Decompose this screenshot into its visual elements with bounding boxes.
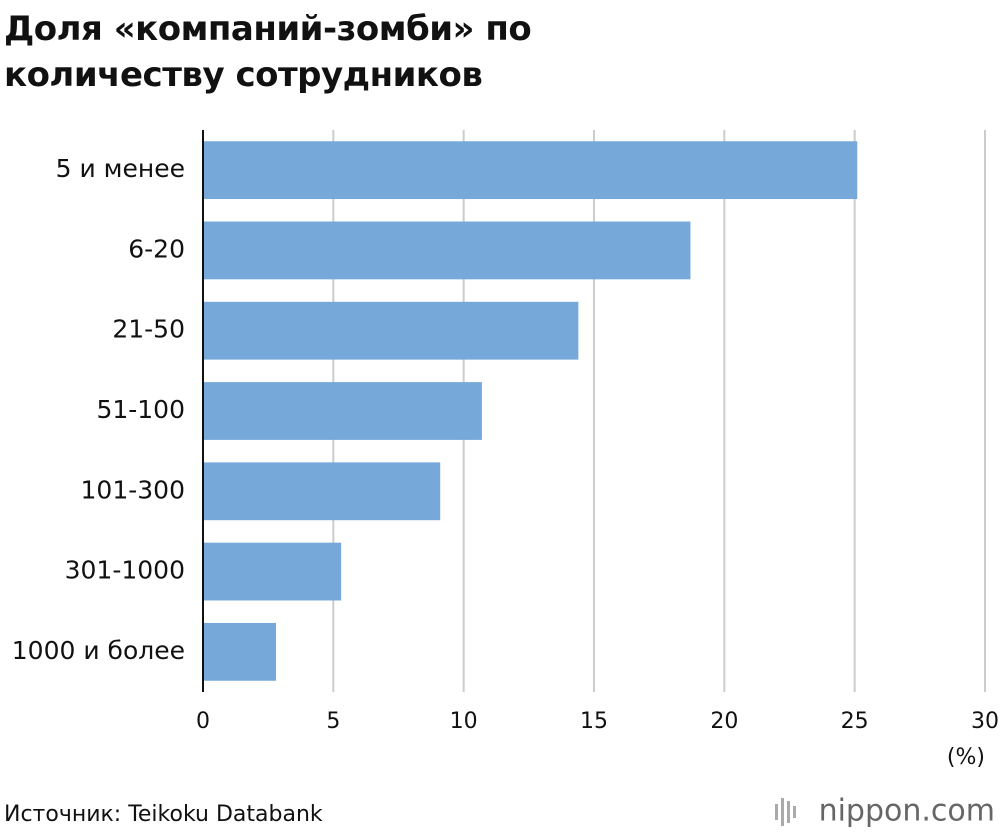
y-tick-label: 5 и менее [56,154,185,183]
y-tick-label: 21-50 [112,315,185,344]
x-tick-label: 30 [971,709,999,734]
x-tick-label: 20 [710,709,738,734]
x-tick-label: 15 [580,709,608,734]
bar [203,301,579,360]
logo: nippon.com [819,794,995,829]
y-tick-label: 101-300 [81,475,185,504]
x-tick-label: 10 [450,709,478,734]
bar [203,542,342,601]
source: Источник: Teikoku Databank [4,802,323,827]
logo-icon [775,798,796,826]
x-tick-label: 0 [196,709,210,734]
x-tick-label: 5 [326,709,340,734]
x-tick-label: 25 [841,709,869,734]
bar [203,141,858,200]
bar [203,221,691,280]
chart-title: Доля «компаний-зомби» по количеству сотр… [4,9,532,95]
bar [203,382,482,440]
x-unit: (%) [947,745,985,770]
bar [203,622,276,681]
bar [203,462,441,521]
y-tick-label: 51-100 [96,395,185,424]
y-tick-label: 1000 и более [12,636,185,665]
y-tick-label: 301-1000 [65,556,185,585]
y-tick-label: 6-20 [128,234,185,263]
